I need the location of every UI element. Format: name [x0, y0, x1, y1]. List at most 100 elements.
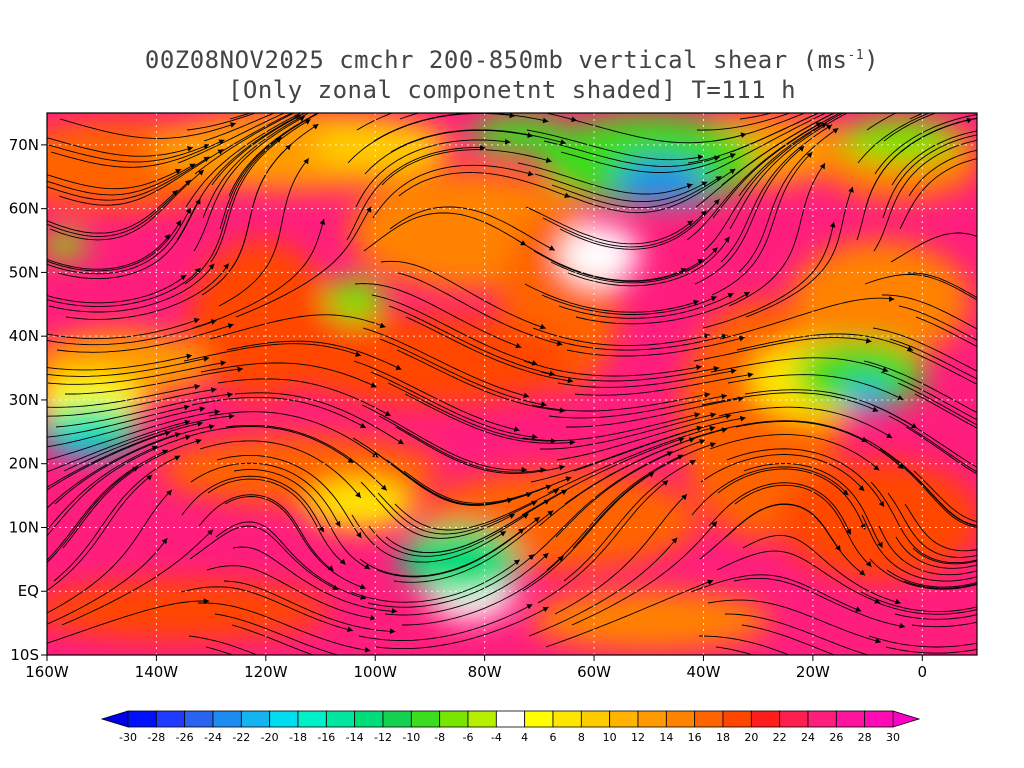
streamline: [47, 600, 210, 644]
streamline-arrowhead: [520, 240, 527, 246]
streamline-arrowhead: [872, 406, 879, 412]
streamline-arrowhead: [189, 163, 196, 169]
streamline-arrowhead: [366, 206, 372, 213]
streamline: [523, 360, 702, 377]
colorbar-swatch: [495, 710, 526, 728]
streamline: [736, 333, 914, 351]
colorbar-label: -14: [346, 731, 364, 744]
colorbar-label: -24: [204, 731, 222, 744]
colorbar-swatch: [609, 710, 639, 728]
streamline: [556, 414, 732, 461]
streamline: [686, 122, 822, 241]
streamline: [215, 521, 367, 600]
colorbar-label: -8: [434, 731, 445, 744]
streamline: [359, 528, 525, 577]
colorbar-swatch: [467, 710, 497, 728]
streamline: [717, 468, 866, 530]
streamline-arrowhead: [671, 537, 678, 544]
streamline: [61, 529, 214, 626]
streamline: [537, 479, 669, 604]
streamline: [56, 323, 234, 353]
colorbar-label: -16: [317, 731, 335, 744]
streamline: [894, 613, 977, 620]
streamline: [211, 113, 307, 186]
streamline-arrowhead: [184, 419, 191, 426]
colorbar-swatch: [637, 710, 667, 728]
streamline: [47, 405, 190, 438]
streamline-arrowhead: [739, 415, 746, 422]
colorbar-swatch: [807, 710, 837, 728]
streamline: [47, 189, 179, 234]
streamline-arrowhead: [878, 81, 884, 86]
streamline: [47, 137, 194, 157]
streamline: [687, 113, 820, 164]
streamline-arrowhead: [897, 394, 904, 401]
colorbar-swatch: [269, 710, 299, 728]
streamline-arrowhead: [378, 75, 384, 81]
streamline: [882, 294, 977, 330]
streamline-arrowhead: [199, 406, 206, 412]
streamline-arrowhead: [677, 454, 684, 460]
streamline: [888, 415, 977, 473]
streamline: [206, 565, 376, 620]
streamline-arrowhead: [966, 117, 973, 124]
colorbar-label: 4: [521, 731, 528, 744]
streamline-arrowhead: [132, 466, 139, 472]
streamline-arrowhead: [355, 491, 361, 498]
streamline-arrowhead: [678, 437, 685, 443]
streamline-arrowhead: [542, 553, 549, 559]
colorbar-label: 14: [659, 731, 673, 744]
streamline-arrowhead: [855, 606, 862, 612]
streamline-arrowhead: [197, 421, 203, 427]
streamline: [49, 169, 205, 241]
streamline: [395, 426, 565, 474]
streamline: [891, 130, 977, 186]
streamline: [367, 554, 535, 608]
streamline-arrowhead: [556, 340, 563, 347]
streamline: [346, 147, 486, 241]
streamline-arrowhead: [528, 554, 535, 560]
streamline: [47, 435, 191, 537]
streamline: [364, 129, 533, 175]
streamline-arrowhead: [355, 88, 361, 93]
lon-label: 100W: [354, 663, 398, 681]
colorbar-label: 16: [688, 731, 702, 744]
streamline-arrowhead: [207, 529, 214, 536]
streamline: [555, 439, 706, 538]
streamline: [539, 413, 717, 450]
streamline: [912, 547, 977, 565]
streamline-arrowhead: [710, 295, 717, 302]
streamline-arrowhead: [539, 323, 546, 330]
streamline-arrowhead: [819, 163, 825, 170]
streamline: [47, 388, 217, 417]
streamline-arrowhead: [237, 366, 243, 373]
streamline: [691, 466, 849, 516]
streamline: [47, 445, 158, 531]
streamline-arrowhead: [332, 103, 338, 108]
streamline: [358, 604, 533, 641]
streamline-arrowhead: [730, 368, 737, 374]
streamline-arrowhead: [721, 393, 727, 400]
streamline: [890, 232, 977, 263]
streamline-arrowhead: [356, 532, 362, 538]
streamline-arrowhead: [864, 83, 870, 88]
streamline-arrowhead: [335, 520, 341, 527]
lon-label: 20W: [796, 663, 830, 681]
streamline: [554, 493, 688, 615]
streamline: [904, 503, 977, 552]
streamline-arrowhead: [203, 356, 210, 362]
streamline: [571, 521, 718, 626]
streamline-arrowhead: [193, 317, 200, 324]
colorbar-label: -18: [289, 731, 307, 744]
streamline: [384, 552, 549, 616]
streamline: [47, 234, 171, 270]
streamline: [48, 263, 215, 313]
streamline-arrowhead: [513, 559, 520, 566]
streamline-arrowhead: [865, 337, 872, 344]
colorbar-label: 20: [744, 731, 758, 744]
streamline: [198, 494, 334, 572]
streamline: [711, 151, 813, 296]
streamline: [551, 175, 722, 209]
colorbar-low-arrow: [100, 710, 129, 728]
streamline-arrowhead: [849, 96, 855, 101]
